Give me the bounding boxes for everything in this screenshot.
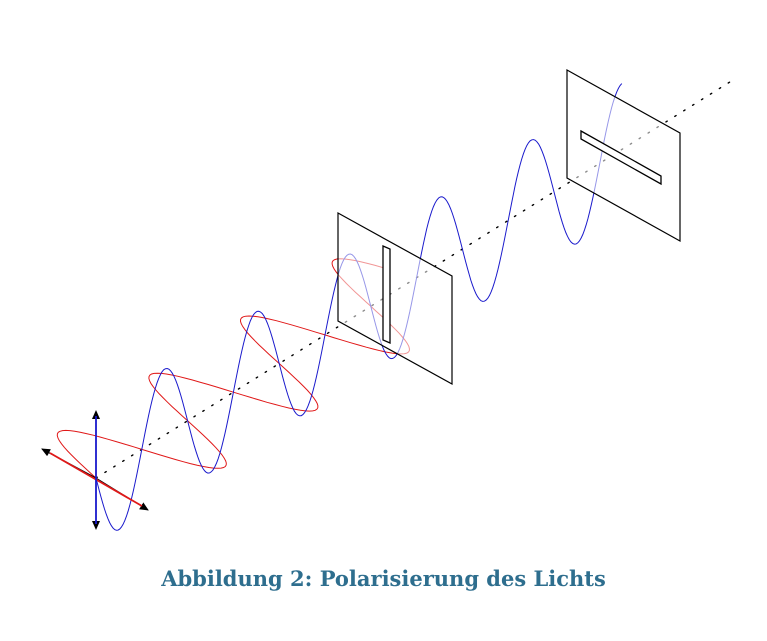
polarization-diagram <box>41 68 734 531</box>
polarized-wave-blue-segment <box>409 83 623 312</box>
analyzer-filter-horizontal-slit <box>566 68 681 243</box>
double-arrow-icon <box>41 410 149 530</box>
polarizer-filter-vertical-slit <box>337 211 453 386</box>
figure-caption: Abbildung 2: Polarisierung des Lichts <box>161 566 606 591</box>
